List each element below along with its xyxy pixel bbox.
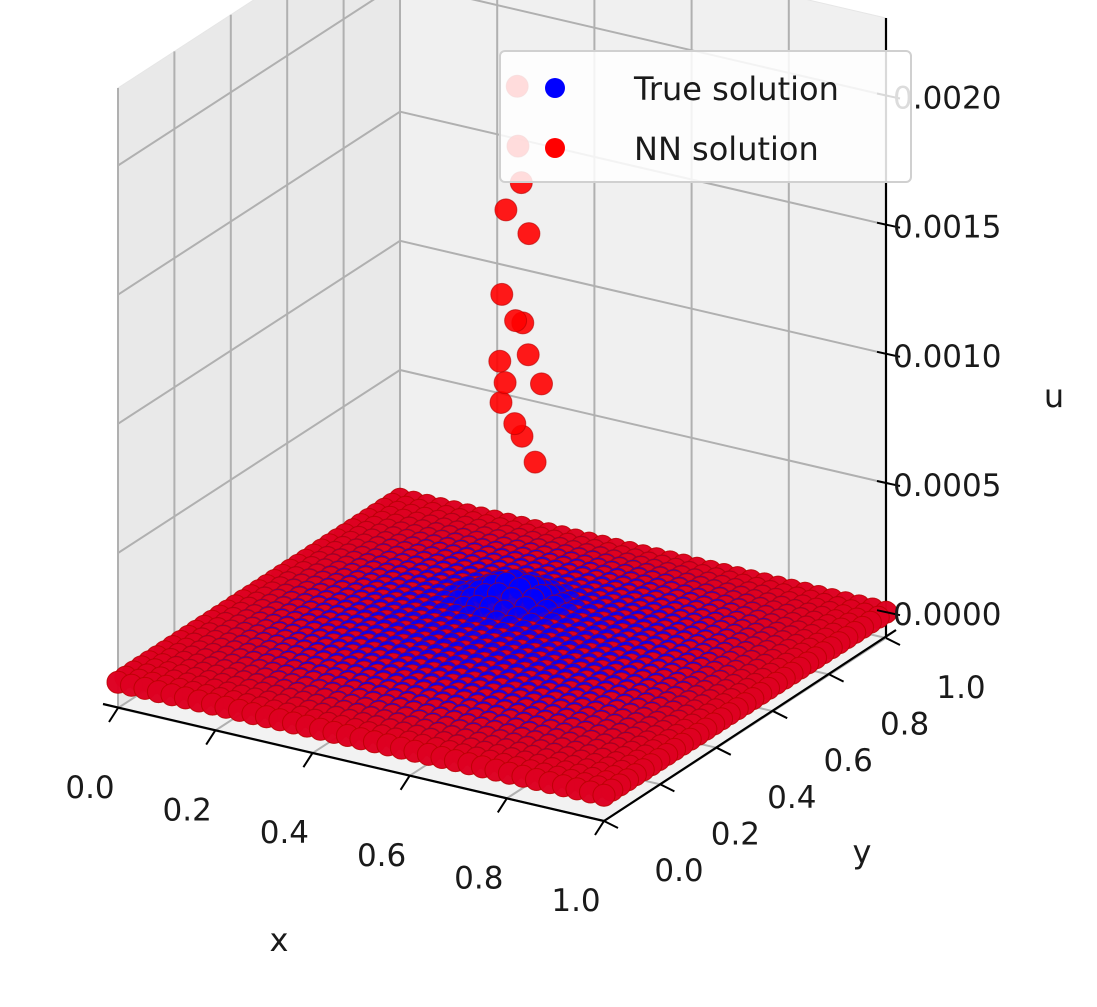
nn-spike-point [488,349,512,373]
nn-spike-point [504,309,528,333]
z-tick-label: 0.0000 [893,597,1001,633]
y-tick-mark [885,637,901,646]
y-tick-mark [716,746,732,756]
x-axis-line [102,702,605,823]
grid-line-z [117,110,887,296]
nn-spike-point [493,371,517,395]
x-tick-mark [399,775,411,791]
y-tick-mark [659,783,675,793]
legend-label-true: True solution [634,70,839,108]
x-tick-label: 0.2 [163,793,212,829]
nn-point [592,783,616,807]
x-tick-label: 0.8 [454,860,503,896]
legend: True solution NN solution [499,50,912,183]
nn-spike-point [516,343,540,367]
y-tick-label: 0.0 [654,853,703,889]
y-tick-mark [829,673,845,683]
grid-line-z [117,368,887,554]
nn-spike-point [490,282,514,306]
x-tick-mark [108,707,119,723]
grid-line-z [117,239,887,425]
y-tick-label: 0.6 [824,743,873,779]
y-tick-label: 0.2 [711,816,760,852]
nn-spike-point [517,222,541,246]
x-tick-label: 0.4 [260,815,309,851]
z-tick-label: 0.0005 [893,468,1001,504]
legend-marker-nn [545,138,565,158]
z-tick-label: 0.0010 [893,339,1001,375]
y-tick-mark [603,820,619,829]
legend-marker-true [545,78,565,98]
legend-label-nn: NN solution [634,130,819,168]
y-axis-label: y [853,833,872,871]
x-tick-mark [496,797,508,813]
nn-spike-point [489,391,513,414]
z-tick-label: 0.0015 [893,210,1001,246]
nn-spike-point [503,412,527,436]
x-tick-label: 0.6 [357,838,406,874]
x-tick-label: 0.0 [65,770,114,806]
y-tick-mark [772,710,788,720]
y-tick-label: 0.8 [880,707,929,743]
x-tick-mark [205,730,217,746]
y-tick-label: 1.0 [936,670,985,706]
nn-spike-point [530,372,553,396]
nn-spike-point [494,198,518,222]
x-tick-label: 1.0 [551,883,600,919]
z-axis-label: u [1044,377,1064,415]
x-axis-label: x [270,921,289,959]
x-tick-mark [594,820,605,836]
y-axis-line [603,629,897,822]
scatter-points [106,74,898,807]
x-tick-mark [302,752,314,768]
y-tick-label: 0.4 [767,780,816,816]
nn-spike-point [523,450,547,474]
